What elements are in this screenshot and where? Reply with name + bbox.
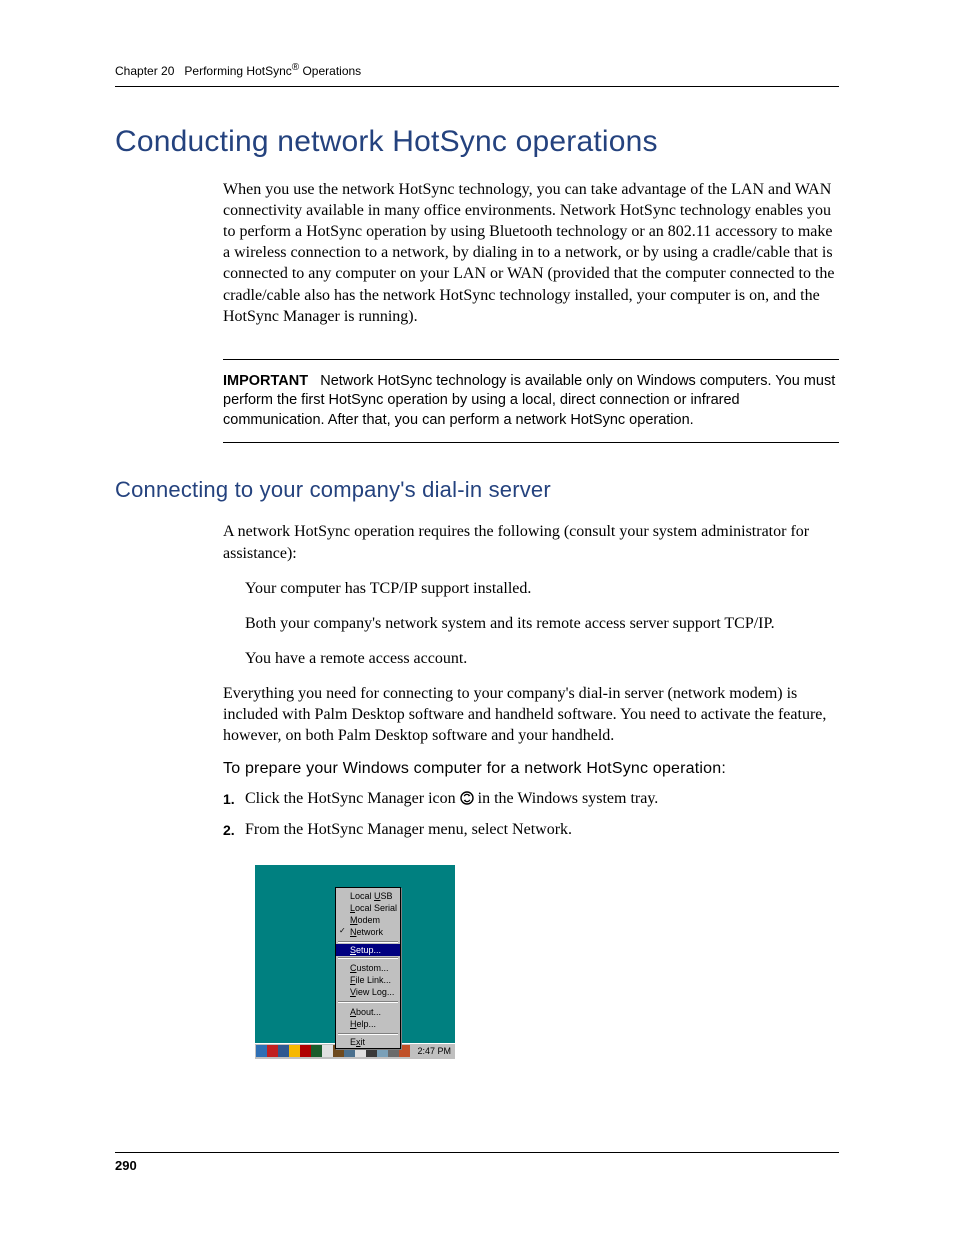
menu-item-view-log[interactable]: View Log... — [336, 986, 400, 998]
page-number: 290 — [115, 1158, 137, 1173]
tray-icon[interactable] — [300, 1045, 311, 1057]
desktop-background: Local USB Local Serial Modem Network Set… — [255, 865, 455, 1043]
menu-item-help[interactable]: Help... — [336, 1018, 400, 1030]
taskbar-clock: 2:47 PM — [413, 1046, 455, 1056]
step-text-after: in the Windows system tray. — [474, 790, 659, 807]
page: Chapter 20 Performing HotSync® Operation… — [0, 0, 954, 1059]
chapter-title-prefix: Performing HotSync — [184, 64, 291, 78]
menu-separator — [338, 941, 398, 943]
step-number: 2. — [223, 819, 245, 840]
tray-icon[interactable] — [289, 1045, 300, 1057]
menu-item-setup[interactable]: Setup... — [336, 944, 400, 956]
menu-item-about[interactable]: About... — [336, 1006, 400, 1018]
requirements-list: Your computer has TCP/IP support install… — [223, 578, 839, 669]
tray-icon[interactable] — [267, 1045, 278, 1057]
tray-icon[interactable] — [311, 1045, 322, 1057]
menu-group-tools: Custom... File Link... View Log... — [336, 960, 400, 1000]
requirement-item: Both your company's network system and i… — [245, 613, 839, 634]
step-number: 1. — [223, 788, 245, 811]
menu-group-help: About... Help... — [336, 1004, 400, 1032]
tray-icon[interactable] — [322, 1045, 333, 1057]
subsection-heading: Connecting to your company's dial-in ser… — [115, 477, 839, 503]
footer-rule — [115, 1152, 839, 1153]
tray-icon[interactable] — [278, 1045, 289, 1057]
step-text-before: Click the HotSync Manager icon — [245, 790, 460, 807]
menu-item-local-usb[interactable]: Local USB — [336, 890, 400, 902]
running-header: Chapter 20 Performing HotSync® Operation… — [115, 62, 839, 87]
step-text: From the HotSync Manager menu, select Ne… — [245, 819, 572, 840]
step-1: 1. Click the HotSync Manager icon in the… — [223, 788, 839, 811]
requirements-outro-block: Everything you need for connecting to yo… — [223, 683, 839, 746]
menu-separator — [338, 957, 398, 959]
requirement-item: You have a remote access account. — [245, 648, 839, 669]
step-2: 2. From the HotSync Manager menu, select… — [223, 819, 839, 840]
hotsync-context-menu: Local USB Local Serial Modem Network Set… — [335, 887, 401, 1049]
requirements-block: A network HotSync operation requires the… — [223, 521, 839, 563]
menu-item-network[interactable]: Network — [336, 926, 400, 938]
menu-item-exit[interactable]: Exit — [336, 1036, 400, 1048]
procedure-heading: To prepare your Windows computer for a n… — [223, 760, 839, 778]
important-label: IMPORTANT — [223, 373, 308, 389]
menu-separator — [338, 1001, 398, 1003]
menu-item-local-serial[interactable]: Local Serial — [336, 902, 400, 914]
chapter-title-suffix: Operations — [299, 64, 361, 78]
menu-item-custom[interactable]: Custom... — [336, 962, 400, 974]
menu-item-modem[interactable]: Modem — [336, 914, 400, 926]
menu-group-connection: Local USB Local Serial Modem Network — [336, 888, 400, 940]
menu-separator — [338, 1033, 398, 1035]
chapter-label: Chapter 20 — [115, 64, 174, 78]
intro-paragraph: When you use the network HotSync technol… — [223, 179, 839, 327]
step-text: Click the HotSync Manager icon in the Wi… — [245, 788, 658, 811]
menu-item-file-link[interactable]: File Link... — [336, 974, 400, 986]
screenshot-figure: Local USB Local Serial Modem Network Set… — [255, 865, 455, 1059]
requirement-item: Your computer has TCP/IP support install… — [245, 578, 839, 599]
section-heading: Conducting network HotSync operations — [115, 125, 839, 159]
requirements-intro: A network HotSync operation requires the… — [223, 521, 839, 563]
intro-block: When you use the network HotSync technol… — [223, 179, 839, 327]
hotsync-icon — [460, 790, 474, 811]
procedure-steps: 1. Click the HotSync Manager icon in the… — [223, 788, 839, 840]
important-text: Network HotSync technology is available … — [223, 373, 835, 428]
tray-icon[interactable] — [256, 1045, 267, 1057]
important-note: IMPORTANT Network HotSync technology is … — [223, 359, 839, 444]
requirements-outro: Everything you need for connecting to yo… — [223, 683, 839, 746]
